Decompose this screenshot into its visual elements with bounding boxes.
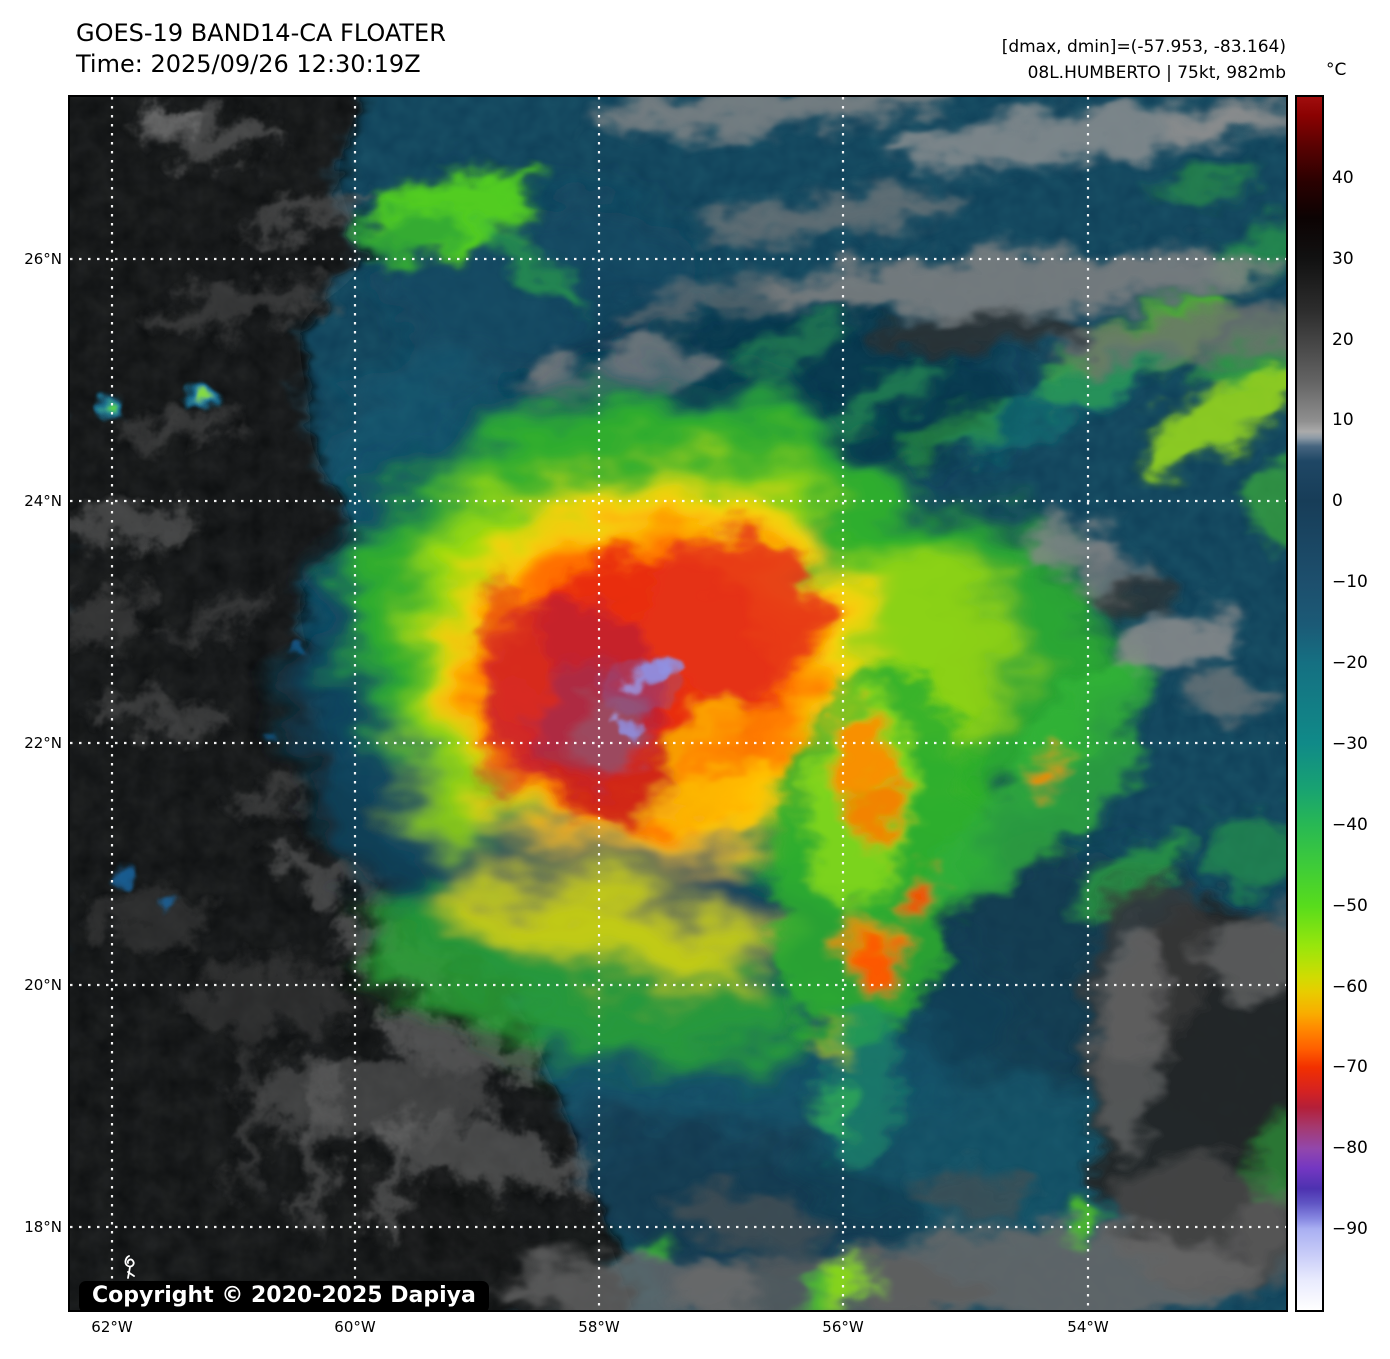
storm-info-block: [dmax, dmin]=(-57.953, -83.164) 08L.HUMB…	[1002, 34, 1286, 86]
colorbar-tick-label: −50	[1332, 896, 1368, 916]
west-small-cells	[97, 384, 306, 909]
colorbar-tick-label: 0	[1332, 491, 1343, 511]
colorbar-tick-label: 10	[1332, 410, 1354, 430]
storm-core	[482, 535, 822, 833]
satellite-image: Copyright © 2020-2025 Dapiya	[70, 97, 1286, 1310]
lon-tick-label: 56°W	[822, 1318, 864, 1336]
colorbar-tick-label: −60	[1332, 977, 1368, 997]
storm-id-intensity: 08L.HUMBERTO | 75kt, 982mb	[1027, 63, 1286, 83]
lat-tick-label: 22°N	[24, 734, 62, 752]
colorbar-unit-label: °C	[1326, 60, 1347, 80]
image-timestamp: Time: 2025/09/26 12:30:19Z	[76, 50, 421, 78]
west-gray-clouds	[70, 113, 589, 1247]
colorbar-tick-label: −90	[1332, 1219, 1368, 1239]
colorbar-tick-label: −40	[1332, 815, 1368, 835]
colorbar-tick-label: −20	[1332, 653, 1368, 673]
lon-tick-label: 62°W	[91, 1318, 133, 1336]
colorbar-tick-label: −30	[1332, 734, 1368, 754]
feeder-band	[772, 527, 1286, 1177]
colorbar-tick-label: 20	[1332, 330, 1354, 350]
colorbar-tick-label: −70	[1332, 1057, 1368, 1077]
colorbar-tick-label: 40	[1332, 168, 1354, 188]
colorbar-tick-label: −80	[1332, 1138, 1368, 1158]
colorbar-tick-label: 30	[1332, 249, 1354, 269]
dmax-dmin-readout: [dmax, dmin]=(-57.953, -83.164)	[1001, 37, 1286, 57]
title-block: GOES-19 BAND14-CA FLOATER Time: 2025/09/…	[76, 18, 446, 80]
lon-tick-label: 58°W	[578, 1318, 620, 1336]
lat-tick-label: 20°N	[24, 976, 62, 994]
sketch-icon	[124, 1255, 135, 1279]
colorbar	[1295, 95, 1324, 1312]
southeast-cloud-masses	[500, 873, 1286, 1310]
product-title: GOES-19 BAND14-CA FLOATER	[76, 19, 446, 47]
satellite-scene	[70, 97, 1286, 1310]
lat-tick-label: 18°N	[24, 1218, 62, 1236]
lat-tick-label: 26°N	[24, 250, 62, 268]
lat-tick-label: 24°N	[24, 492, 62, 510]
coldest-tops	[598, 657, 682, 738]
lon-tick-label: 60°W	[334, 1318, 376, 1336]
map-frame: Copyright © 2020-2025 Dapiya	[68, 95, 1288, 1312]
lon-tick-label: 54°W	[1067, 1318, 1109, 1336]
copyright-badge: Copyright © 2020-2025 Dapiya	[79, 1281, 489, 1310]
colorbar-tick-label: −10	[1332, 572, 1368, 592]
